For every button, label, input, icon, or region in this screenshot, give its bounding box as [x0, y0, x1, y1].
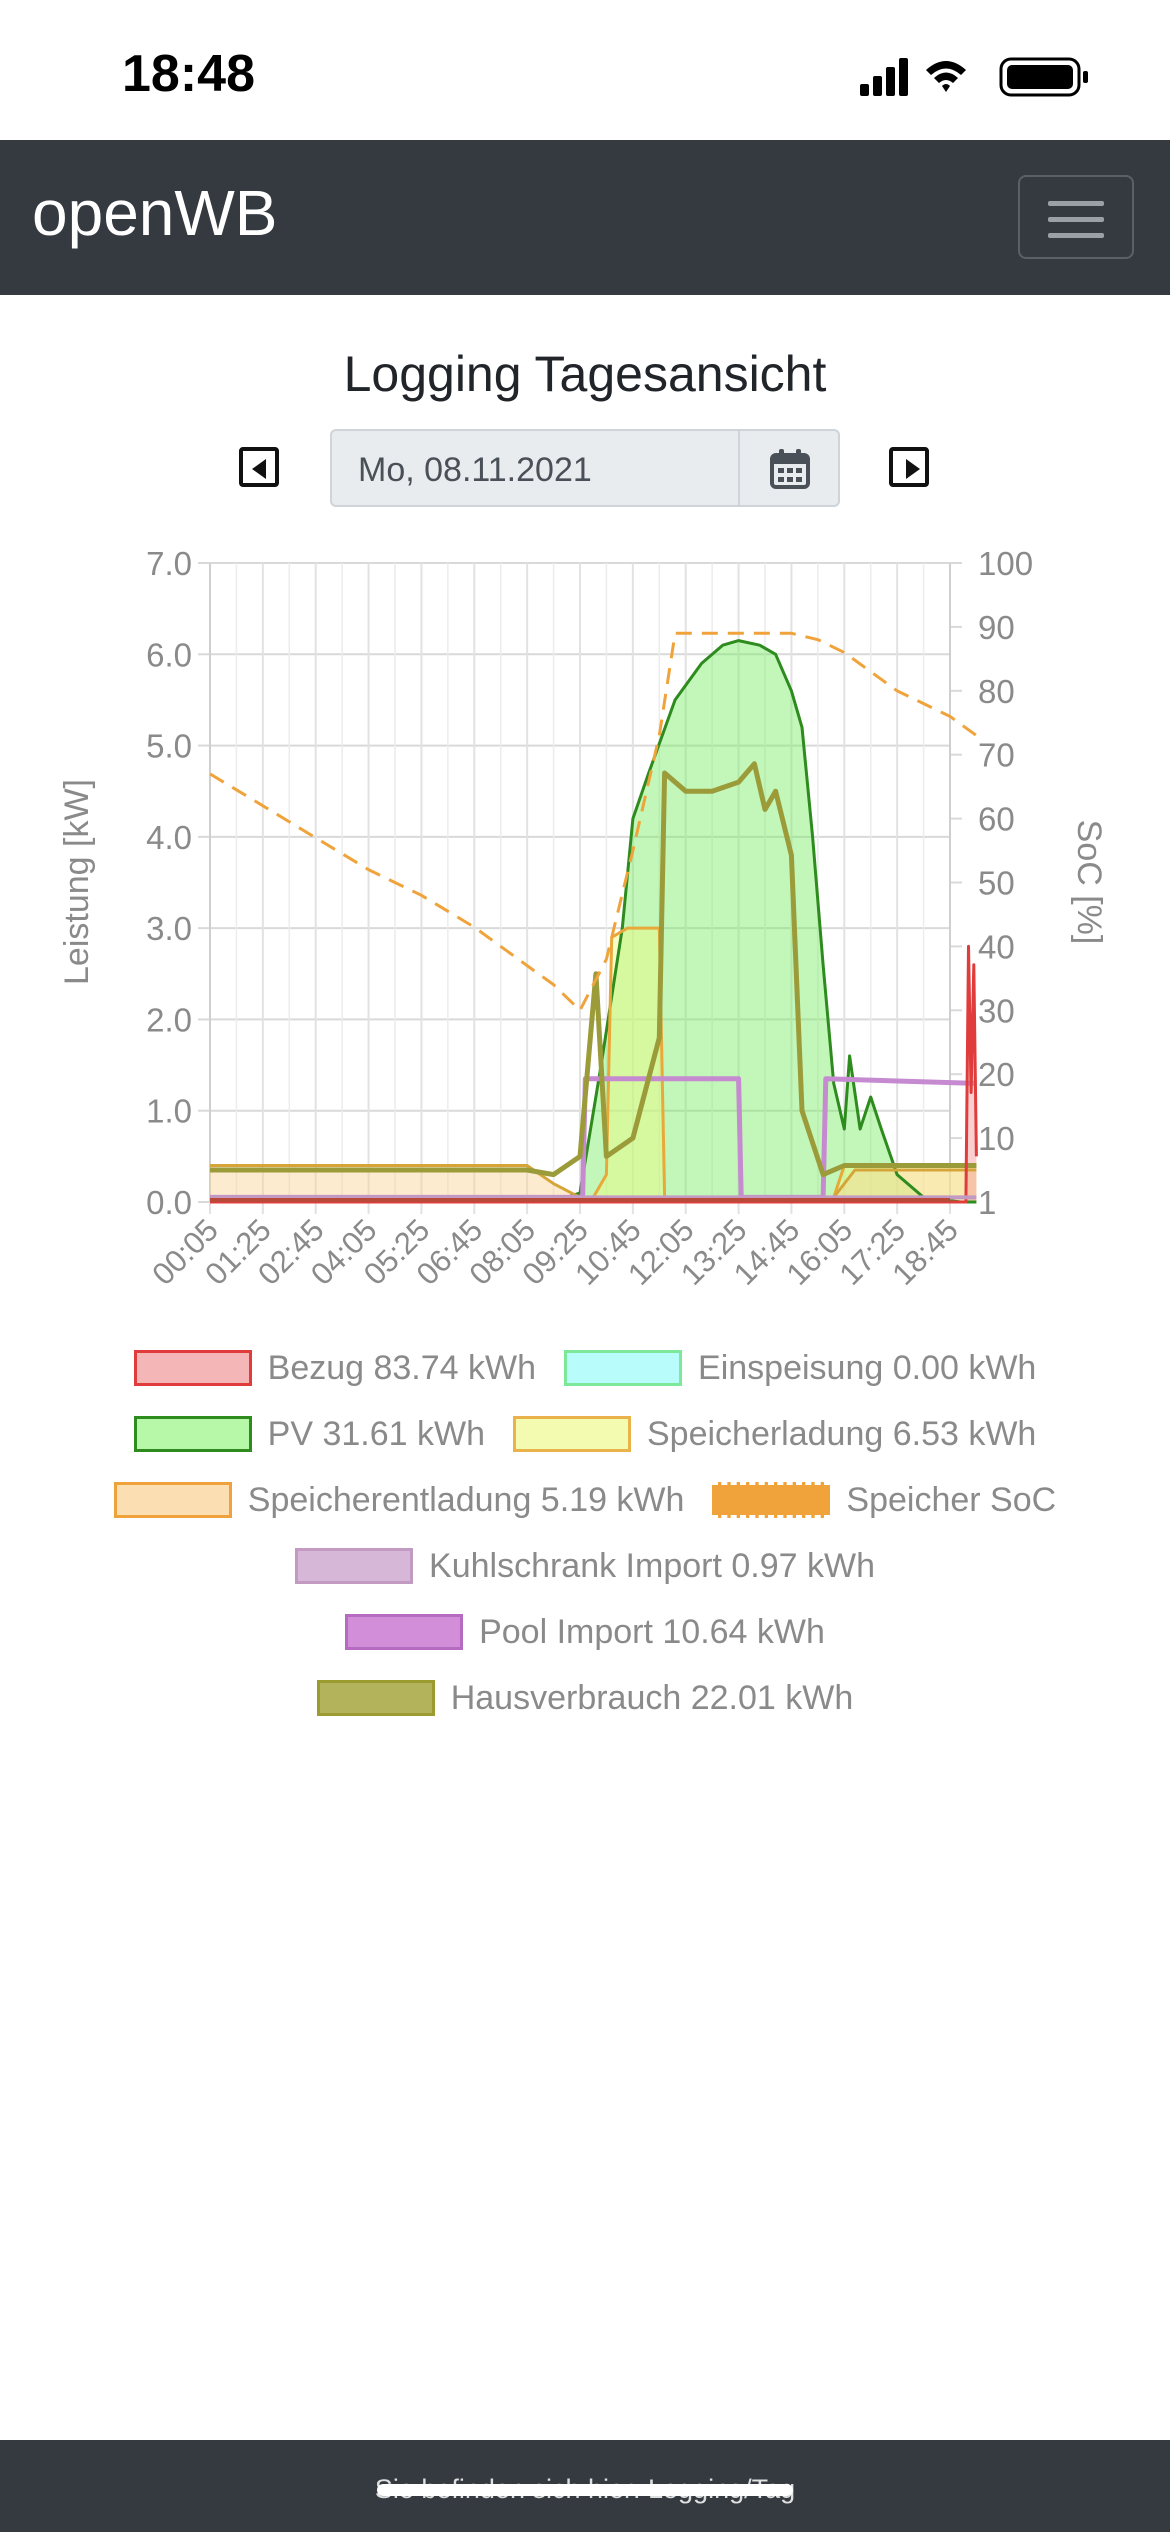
hamburger-icon: [1048, 201, 1104, 206]
y-axis-left-label: Leistung [kW]: [58, 779, 96, 985]
series-line-speicherladung: [210, 926, 977, 1204]
date-input[interactable]: Mo, 08.11.2021: [330, 429, 740, 507]
legend-item[interactable]: Speicherladung 6.53 kWh: [512, 1414, 1037, 1454]
y-right-tick-label: 20: [978, 1056, 1015, 1093]
battery-icon: [999, 57, 1088, 97]
legend-item[interactable]: Kuhlschrank Import 0.97 kWh: [295, 1547, 875, 1586]
status-time: 18:48: [122, 45, 255, 103]
navbar: openWB: [0, 140, 1170, 295]
legend-item[interactable]: Hausverbrauch 22.01 kWh: [316, 1678, 854, 1718]
series-line-hausverbrauch: [210, 761, 977, 1178]
series-line-speicher-soc: [209, 631, 978, 1013]
wifi-icon: [926, 61, 966, 92]
legend-swatch: [316, 1680, 435, 1716]
legend-row: PV 31.61 kWh Speicherladung 6.53 kWh: [0, 1401, 1170, 1467]
y-right-tick-label: 80: [978, 673, 1015, 710]
y-left-tick-label: 7.0: [146, 545, 192, 582]
y-right-tick-label: 10: [978, 1120, 1015, 1157]
y-axis-right-label: SoC [%]: [1070, 820, 1108, 945]
hamburger-icon: [1048, 217, 1104, 222]
legend-label: Hausverbrauch 22.01 kWh: [450, 1678, 854, 1717]
navbar-brand[interactable]: openWB: [32, 177, 278, 249]
y-right-tick-label: 70: [978, 737, 1015, 774]
legend-swatch: [512, 1416, 631, 1452]
previous-day-button[interactable]: [239, 447, 279, 487]
legend-label: Speicherentladung 5.19 kWh: [247, 1480, 685, 1519]
chart-legend: Bezug 83.74 kWh Einspeisung 0.00 kWh PV 31…: [0, 1335, 1170, 1731]
y-left-tick-label: 6.0: [146, 636, 192, 673]
series-line-pv: [210, 639, 977, 1204]
legend-label: Bezug 83.74 kWh: [267, 1348, 537, 1387]
legend-label: PV 31.61 kWh: [267, 1414, 485, 1453]
legend-label: Pool Import 10.64 kWh: [479, 1612, 825, 1651]
legend-item[interactable]: PV 31.61 kWh: [133, 1414, 485, 1454]
series-area-speicherladung: [210, 928, 977, 1202]
legend-row: Bezug 83.74 kWh Einspeisung 0.00 kWh: [0, 1335, 1170, 1401]
cellular-signal-icon: [860, 58, 908, 96]
y-left-tick-label: 0.0: [146, 1184, 192, 1221]
legend-swatch: [133, 1350, 252, 1386]
y-right-tick-label: 30: [978, 992, 1015, 1029]
legend-row: Pool Import 10.64 kWh: [0, 1599, 1170, 1665]
next-day-button[interactable]: [889, 447, 929, 487]
status-icons: [860, 56, 1100, 105]
y-right-tick-label: 50: [978, 865, 1015, 902]
home-indicator[interactable]: [377, 2484, 793, 2496]
legend-label: Kuhlschrank Import 0.97 kWh: [429, 1546, 875, 1585]
y-right-tick-label: 60: [978, 801, 1015, 838]
caret-right-icon: [906, 459, 920, 479]
y-left-tick-label: 4.0: [146, 819, 192, 856]
legend-swatch: [133, 1416, 252, 1452]
menu-toggle-button[interactable]: [1018, 175, 1134, 259]
legend-item[interactable]: Bezug 83.74 kWh: [133, 1348, 537, 1388]
legend-row: Speicherentladung 5.19 kWh Speicher SoC: [0, 1467, 1170, 1533]
date-value: Mo, 08.11.2021: [358, 451, 592, 489]
legend-swatch: [345, 1614, 464, 1650]
y-right-tick-label: 90: [978, 609, 1015, 646]
hamburger-icon: [1048, 233, 1104, 238]
legend-label: Einspeisung 0.00 kWh: [698, 1348, 1037, 1387]
y-left-tick-label: 1.0: [146, 1093, 192, 1130]
legend-item[interactable]: Speicher SoC: [712, 1481, 1056, 1520]
y-right-tick-label: 100: [978, 545, 1033, 582]
y-right-tick-label: 1: [978, 1184, 996, 1221]
series-area-pv: [210, 640, 977, 1202]
legend-row: Kuhlschrank Import 0.97 kWh: [0, 1533, 1170, 1599]
legend-item[interactable]: Einspeisung 0.00 kWh: [564, 1349, 1036, 1388]
y-left-tick-label: 5.0: [146, 728, 192, 765]
legend-row: Hausverbrauch 22.01 kWh: [0, 1665, 1170, 1731]
legend-swatch: [295, 1548, 414, 1584]
calendar-icon: [770, 449, 810, 489]
y-right-tick-label: 40: [978, 928, 1015, 965]
daily-power-chart: 0.0 1.0 2.0 3.0 4.0 5.0 6.0 7.0 1 10 20 30 40 50 60 70 8…: [58, 545, 1108, 1292]
page-title: Logging Tagesansicht: [343, 346, 827, 402]
legend-item[interactable]: Pool Import 10.64 kWh: [345, 1613, 825, 1652]
legend-swatch: [564, 1350, 683, 1386]
y-left-tick-label: 2.0: [146, 1001, 192, 1038]
series-area-speicherentladung: [210, 1165, 977, 1202]
legend-label: Speicherladung 6.53 kWh: [646, 1414, 1037, 1453]
legend-label: Speicher SoC: [846, 1480, 1057, 1519]
y-left-tick-label: 3.0: [146, 910, 192, 947]
legend-swatch: [113, 1482, 232, 1518]
legend-item[interactable]: Speicherentladung 5.19 kWh: [113, 1480, 685, 1520]
legend-swatch: [712, 1482, 831, 1518]
status-bar: 18:48: [0, 0, 1170, 140]
calendar-button[interactable]: [740, 429, 840, 507]
caret-left-icon: [252, 459, 266, 479]
